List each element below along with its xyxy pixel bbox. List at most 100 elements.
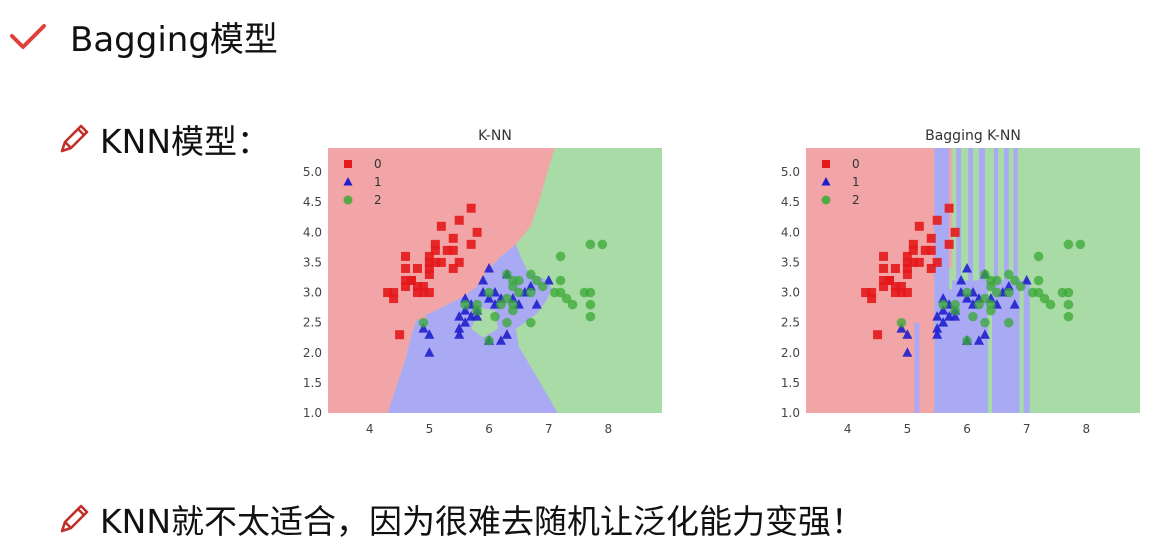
knn-subtitle-text: KNN模型： xyxy=(100,122,271,161)
y-tick-label: 1.5 xyxy=(781,376,800,390)
point-class-0 xyxy=(407,276,416,285)
point-class-2 xyxy=(585,239,596,250)
point-class-2 xyxy=(962,287,972,298)
point-class-0 xyxy=(436,221,446,231)
point-class-0 xyxy=(926,245,936,255)
point-class-2 xyxy=(968,311,978,322)
point-class-0 xyxy=(932,215,942,225)
point-class-0 xyxy=(879,263,889,273)
point-class-0 xyxy=(908,257,918,267)
point-class-1 xyxy=(418,323,429,333)
point-class-0 xyxy=(466,203,476,213)
y-tick-label: 3.0 xyxy=(781,286,800,300)
point-class-2 xyxy=(1033,275,1044,286)
point-class-2 xyxy=(986,299,996,310)
point-class-1 xyxy=(454,311,465,321)
point-class-0 xyxy=(890,288,900,298)
point-class-2 xyxy=(460,299,470,310)
point-class-0 xyxy=(944,239,954,249)
point-class-0 xyxy=(885,276,894,285)
conclusion: KNN就不太适合，因为很难去随机让泛化能力变强！ xyxy=(56,495,864,543)
point-class-0 xyxy=(879,276,889,285)
point-class-0 xyxy=(401,276,411,285)
point-class-0 xyxy=(454,257,464,267)
conclusion-text: KNN就不太适合，因为很难去随机让泛化能力变强！ xyxy=(100,502,865,541)
point-class-2 xyxy=(585,311,596,322)
point-class-0 xyxy=(867,288,877,298)
point-class-2 xyxy=(525,269,536,280)
point-class-0 xyxy=(383,288,393,298)
point-class-0 xyxy=(412,282,422,292)
y-tick-label: 1.0 xyxy=(781,406,800,420)
point-class-0 xyxy=(914,221,924,231)
checkmark-icon xyxy=(10,23,46,49)
point-class-0 xyxy=(412,288,422,298)
point-class-2 xyxy=(1045,299,1056,310)
legend-label: 0 xyxy=(852,157,860,171)
point-class-1 xyxy=(531,299,542,309)
x-tick-label: 7 xyxy=(545,422,553,436)
point-class-1 xyxy=(950,311,961,321)
point-class-2 xyxy=(502,269,512,280)
chart-svg: K-NN 4 5 6 7 8 1.0 1.5 2.0 2.5 3.0 3.5 4.0 4.5 5.0 0 1 2 xyxy=(303,128,662,436)
legend-label: 1 xyxy=(852,175,860,189)
y-tick-label: 2.0 xyxy=(303,346,322,360)
point-class-0 xyxy=(424,288,434,298)
point-class-0 xyxy=(879,282,889,292)
y-tick-label: 2.5 xyxy=(781,316,800,330)
point-class-0 xyxy=(389,294,399,304)
point-class-0 xyxy=(890,263,900,273)
chart-title: K-NN xyxy=(478,128,512,144)
knn-subtitle: KNN模型： xyxy=(56,115,270,163)
point-class-1 xyxy=(472,311,483,321)
point-class-1 xyxy=(962,293,973,303)
point-class-0 xyxy=(454,215,464,225)
point-class-0 xyxy=(424,251,434,261)
plot-area xyxy=(328,148,662,413)
point-class-2 xyxy=(502,317,512,328)
point-class-2 xyxy=(597,239,608,250)
point-class-0 xyxy=(926,263,936,273)
point-class-2 xyxy=(974,299,984,310)
point-class-0 xyxy=(926,233,936,243)
x-tick-label: 4 xyxy=(844,422,852,436)
point-class-2 xyxy=(567,299,578,310)
point-class-0 xyxy=(920,245,930,255)
x-tick-label: 7 xyxy=(1023,422,1031,436)
point-class-0 xyxy=(867,294,877,304)
point-class-0 xyxy=(401,282,411,292)
point-class-0 xyxy=(890,282,900,292)
point-class-2 xyxy=(514,275,524,286)
point-class-0 xyxy=(448,263,458,273)
point-class-2 xyxy=(896,317,907,328)
point-class-0 xyxy=(908,245,918,255)
bagging-knn-chart: Bagging K-NN 4 5 6 7 8 1.0 1.5 2.0 2.5 3.0 3.5 4.0 4.… xyxy=(774,122,1144,442)
point-class-2 xyxy=(514,287,524,298)
y-tick-label: 1.0 xyxy=(303,406,322,420)
point-class-1 xyxy=(938,305,949,315)
point-class-1 xyxy=(501,329,512,339)
chart-title: Bagging K-NN xyxy=(925,128,1021,144)
point-class-1 xyxy=(454,323,465,333)
chart-svg: Bagging K-NN 4 5 6 7 8 1.0 1.5 2.0 2.5 3.0 3.5 4.0 4.… xyxy=(781,128,1140,436)
point-class-1 xyxy=(460,305,471,315)
point-class-2 xyxy=(1063,239,1074,250)
pencil-icon xyxy=(60,124,89,153)
point-class-1 xyxy=(460,317,471,327)
point-class-1 xyxy=(932,323,943,333)
point-class-2 xyxy=(980,317,990,328)
y-tick-label: 4.5 xyxy=(303,195,322,209)
point-class-2 xyxy=(938,299,948,310)
point-class-2 xyxy=(525,287,536,298)
point-class-0 xyxy=(418,282,428,292)
point-class-2 xyxy=(531,275,542,286)
point-class-1 xyxy=(424,347,435,357)
legend-marker xyxy=(344,160,352,168)
y-tick-label: 3.0 xyxy=(303,286,322,300)
y-tick-label: 5.0 xyxy=(303,165,322,179)
slide-title-text: Bagging模型 xyxy=(70,20,278,60)
point-class-1 xyxy=(454,329,465,339)
point-class-0 xyxy=(896,288,906,298)
point-class-0 xyxy=(896,282,906,292)
y-tick-label: 1.5 xyxy=(303,376,322,390)
